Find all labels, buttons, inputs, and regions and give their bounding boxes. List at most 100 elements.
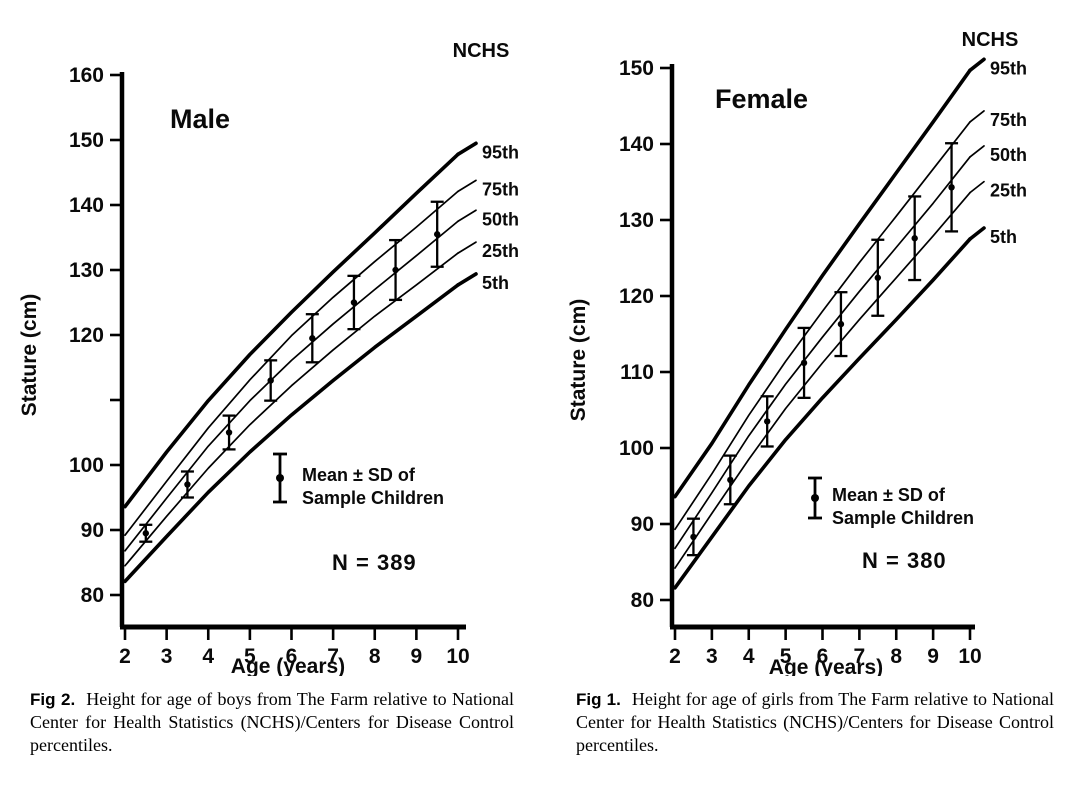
percentile-label-75th: 75th [990, 110, 1027, 130]
percentile-label-5th: 5th [990, 227, 1017, 247]
y-tick-label: 140 [619, 133, 654, 156]
y-tick-label: 150 [619, 57, 654, 80]
y-tick-label: 100 [69, 454, 104, 477]
caption-fig2: Fig 2. Height for age of boys from The Fa… [30, 688, 514, 757]
percentile-leader-50th [457, 209, 477, 223]
sample-mean-dot [142, 530, 150, 537]
x-axis-title: Age (years) [769, 656, 883, 676]
y-tick-label: 120 [619, 285, 654, 308]
x-tick-label: 4 [202, 645, 214, 668]
sample-mean-dot [763, 418, 771, 425]
percentile-curve-25th [124, 252, 459, 567]
chart-title: Male [170, 104, 230, 134]
percentile-curve-95th [123, 152, 460, 509]
sample-size-label: N = 380 [862, 548, 947, 573]
percentile-leader-95th [968, 57, 986, 73]
x-tick-label: 6 [817, 645, 829, 668]
female-growth-chart: 80 90 100 110 120 130 140 150 2 3 4 5 6 7 8 9 10 95th 75th… [567, 29, 1027, 676]
y-tick-label: 130 [619, 209, 654, 232]
sample-mean-dot [433, 231, 441, 238]
y-tick-label: 140 [69, 194, 104, 217]
x-tick-label: 2 [119, 645, 131, 668]
sample-mean-dot [350, 299, 358, 306]
x-tick-label: 2 [669, 645, 681, 668]
sample-mean-dot [874, 274, 882, 281]
legend-line1: Mean ± SD of [302, 465, 416, 485]
x-tick-label: 7 [327, 645, 339, 668]
percentile-leader-75th [969, 110, 985, 123]
caption-fig1-label: Fig 1. [576, 690, 621, 709]
percentile-label-75th: 75th [482, 179, 519, 199]
y-tick-label: 120 [69, 324, 104, 347]
x-tick-label: 5 [244, 645, 256, 668]
y-axis-title: Stature (cm) [567, 299, 590, 422]
legend-line2: Sample Children [832, 508, 974, 528]
sample-mean-dot [690, 533, 697, 541]
percentile-leader-25th [457, 241, 477, 254]
x-tick-label: 3 [706, 645, 718, 668]
y-tick-label: 90 [631, 513, 654, 536]
percentile-leader-95th [456, 141, 478, 157]
percentile-label-95th: 95th [990, 58, 1027, 78]
sample-size-label: N = 389 [332, 550, 417, 575]
male-growth-chart: 80 90 100 120 130 140 150 160 2 3 4 5 6 7 8 9 10 95th 75th… [18, 40, 519, 676]
x-tick-label: 5 [780, 645, 792, 668]
sample-mean-dot [837, 320, 845, 328]
x-tick-label: 9 [411, 645, 423, 668]
x-tick-label: 8 [890, 645, 902, 668]
sample-mean-dot [184, 481, 191, 488]
x-tick-label: 10 [958, 645, 981, 668]
y-tick-label: 80 [631, 589, 654, 612]
percentile-leader-50th [969, 145, 985, 158]
x-tick-label: 9 [927, 645, 939, 668]
legend-mean-dot-icon [276, 474, 284, 482]
sample-mean-dot [800, 359, 808, 367]
percentile-curve-75th [674, 121, 971, 531]
nchs-header: NCHS [453, 40, 510, 62]
percentile-curve-75th [124, 190, 459, 537]
y-tick-label: 100 [619, 437, 654, 460]
percentile-label-25th: 25th [990, 181, 1027, 201]
legend-mean-dot-icon [811, 494, 819, 502]
caption-fig1-text: Height for age of girls from The Farm re… [576, 689, 1054, 755]
x-tick-label: 6 [286, 645, 298, 668]
x-tick-label: 3 [161, 645, 173, 668]
y-axis-title: Stature (cm) [18, 294, 41, 417]
x-tick-label: 8 [369, 645, 381, 668]
percentile-curve-50th [124, 220, 459, 552]
x-tick-label: 10 [446, 645, 469, 668]
x-tick-label: 7 [854, 645, 866, 668]
y-tick-label: 160 [69, 64, 104, 87]
y-tick-label: 110 [620, 361, 654, 384]
caption-fig2-label: Fig 2. [30, 690, 76, 709]
y-tick-label: 150 [69, 129, 104, 152]
legend-line2: Sample Children [302, 488, 444, 508]
percentile-leader-25th [969, 180, 985, 194]
nchs-header: NCHS [962, 29, 1019, 51]
chart-title: Female [715, 84, 808, 114]
sample-mean-dot [225, 429, 233, 436]
figures-row: 80 90 100 120 130 140 150 160 2 3 4 5 6 7 8 9 10 95th 75th… [0, 0, 1083, 757]
figure-male: 80 90 100 120 130 140 150 160 2 3 4 5 6 7 8 9 10 95th 75th… [0, 0, 541, 757]
y-tick-label: 80 [81, 584, 104, 607]
x-tick-label: 4 [743, 645, 755, 668]
percentile-label-50th: 50th [482, 209, 519, 229]
sample-mean-dot [911, 235, 918, 242]
percentile-curve-5th [123, 283, 460, 584]
y-tick-label: 130 [69, 259, 104, 282]
figure-female: 80 90 100 110 120 130 140 150 2 3 4 5 6 7 8 9 10 95th 75th… [560, 0, 1083, 757]
sample-mean-dot [267, 377, 274, 384]
percentile-leader-5th [968, 226, 986, 241]
percentile-leader-5th [456, 272, 478, 287]
sample-mean-dot [948, 184, 955, 191]
caption-fig2-text: Height for age of boys from The Farm rel… [30, 689, 514, 755]
sample-mean-dot [392, 266, 399, 274]
y-tick-label: 90 [81, 519, 104, 542]
percentile-label-5th: 5th [482, 273, 509, 293]
percentile-leader-75th [457, 179, 477, 193]
percentile-curve-5th [673, 237, 972, 590]
percentile-label-50th: 50th [990, 145, 1027, 165]
x-axis-title: Age (years) [231, 655, 345, 676]
legend-line1: Mean ± SD of [832, 485, 946, 505]
percentile-curve-25th [674, 191, 971, 569]
